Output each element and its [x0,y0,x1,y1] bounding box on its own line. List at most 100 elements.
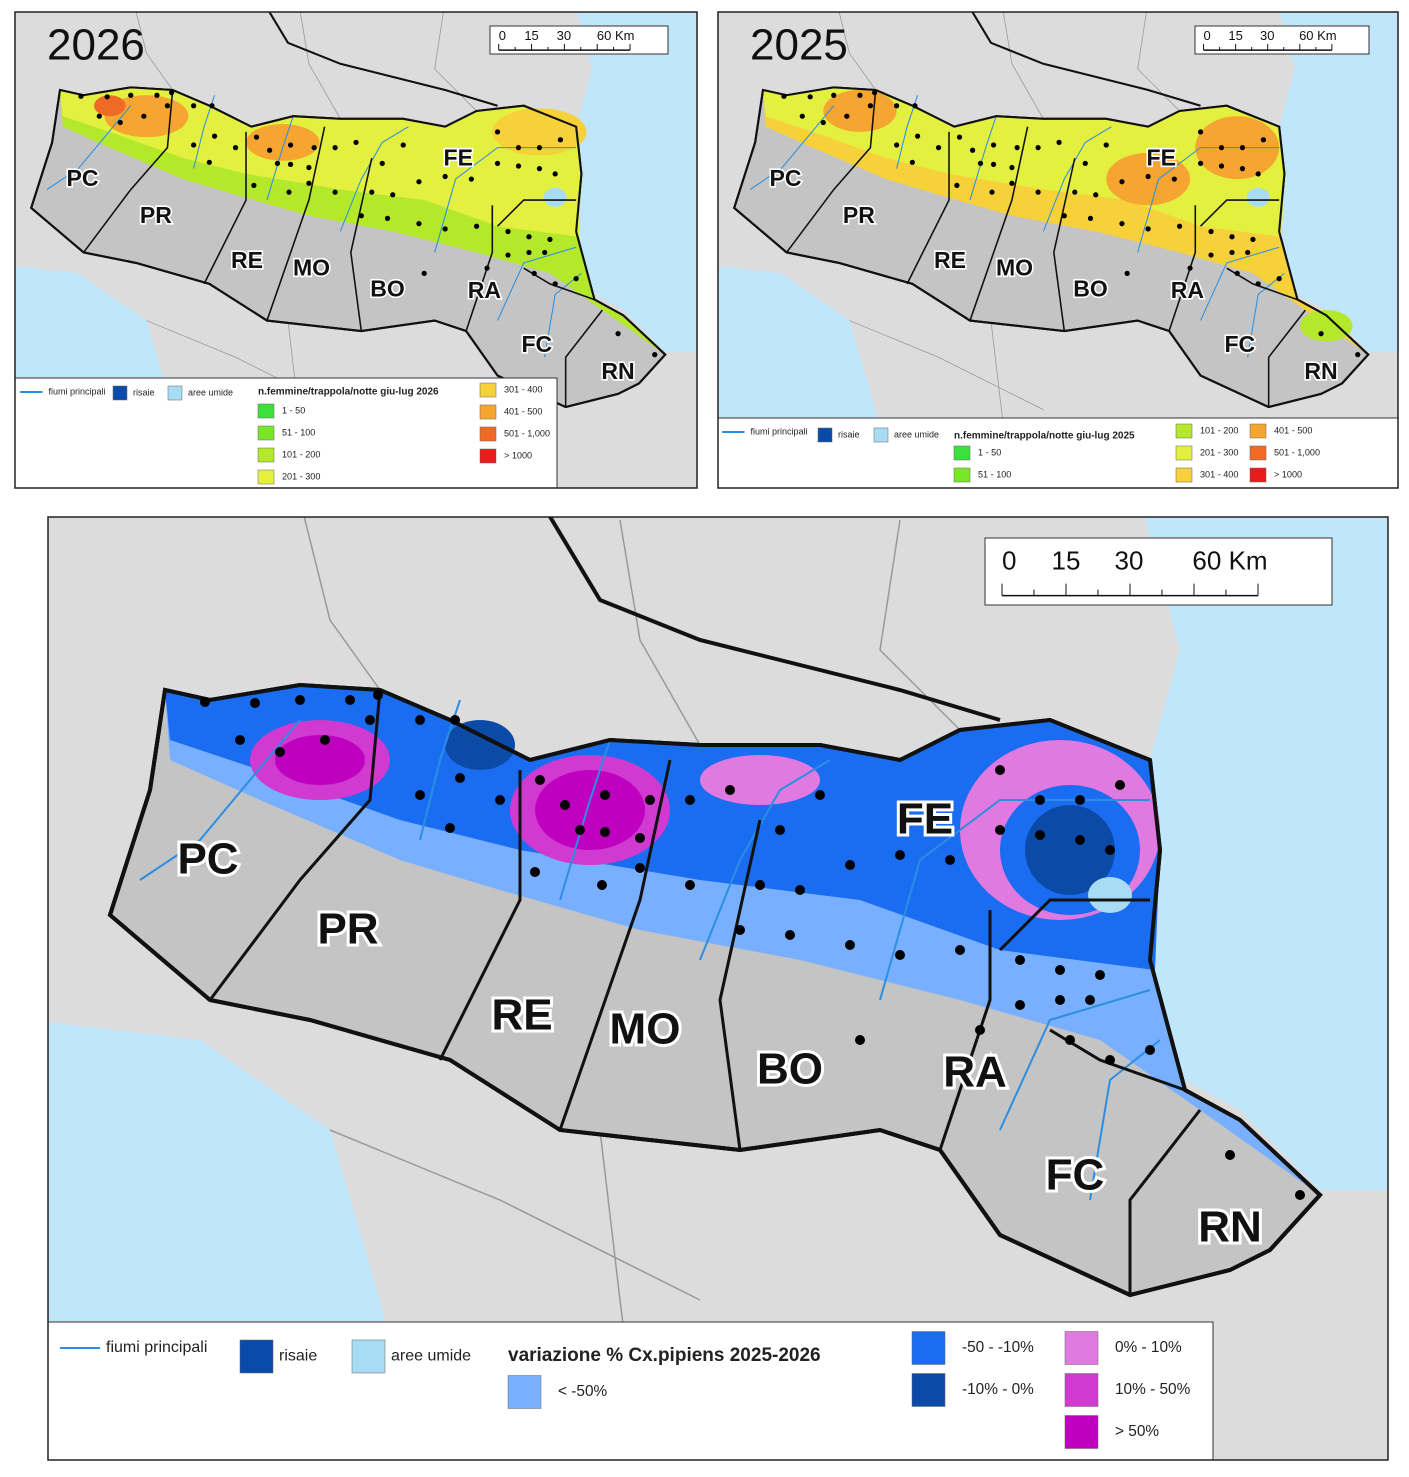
province-label: RE [491,991,552,1040]
legend-text: 1 - 50 [282,405,305,415]
trap-point [1105,845,1115,855]
trap-point [1208,228,1214,235]
trap-point [320,735,330,745]
trap-point [526,249,532,256]
legend-swatch [953,445,971,461]
trap-point [1218,145,1225,151]
trap-point [1115,780,1125,790]
river [999,989,1151,1131]
year-label: 2025 [750,21,848,70]
trap-point [1085,995,1095,1005]
map-content: PC PR RE MO BO FE RA FC RN [48,517,1388,1460]
province-label: FE [897,795,953,844]
trap-point [575,825,585,835]
trap-point [725,785,735,795]
trap-point [473,223,480,229]
wetland [1246,187,1270,207]
zone-blob [492,108,587,156]
trap-point [251,182,257,188]
trap-point [1145,226,1151,232]
trap-point [1255,171,1261,177]
legend-swatch [257,403,275,419]
sea [1279,12,1398,352]
province-border [564,309,603,408]
province-border [1128,1109,1202,1295]
trap-point [1176,223,1183,229]
trap-point [1009,164,1015,171]
trap-point [807,94,813,100]
trap-point [332,189,338,195]
trap-point [1171,176,1177,182]
trap-point [1255,281,1261,287]
trap-point [645,795,655,805]
legend-text: 1 - 50 [978,447,1001,457]
trap-point [1260,137,1267,143]
trap-point [442,173,448,180]
legend-swatch [257,447,275,463]
trap-point [1229,234,1235,240]
province-border [1199,199,1280,227]
trap-point [1239,145,1246,151]
trap-point [415,715,425,725]
trap-point [274,160,281,166]
legend-swatch [1249,423,1267,439]
trap-point [332,145,338,151]
legend-text: risaie [133,387,155,397]
trap-point [400,142,406,148]
trap-point [1072,189,1078,195]
trap-point [1014,145,1020,151]
legend-swatch [1064,1331,1099,1365]
trap-point [384,215,391,221]
province-label: RN [1198,1203,1262,1252]
trap-point [989,189,995,195]
trap-point [484,265,490,271]
legend-title: n.femmine/trappola/notte giu-lug 2026 [258,387,439,398]
scale-box [984,537,1333,606]
trap-point [450,715,460,725]
trap-point [775,825,785,835]
trap-point [306,164,312,171]
trap-point [295,695,305,705]
trap-point [536,145,543,151]
trap-point [635,833,645,843]
trap-point [1035,189,1041,195]
trap-point [128,92,134,98]
panel-border [47,516,1389,1461]
legend-text: 51 - 100 [282,427,315,437]
river [497,246,577,321]
legend-text: 101 - 200 [282,449,320,459]
province-border [82,89,174,253]
legend-text: -50 - -10% [962,1339,1034,1356]
legend-text: aree umide [391,1348,471,1365]
trap-point [935,145,942,151]
trap-point [1119,179,1125,185]
map-content: PC PR RE MO BO FE RA FC RN [15,12,697,488]
scale-label: 30 [1260,28,1274,43]
trap-point [232,145,239,151]
legend-swatch [1249,445,1267,461]
trap-point [1015,1000,1025,1010]
legend-text: < -50% [558,1383,608,1400]
river [544,272,582,358]
province-label: PC [67,165,99,191]
trap-point [505,252,511,258]
trap-point [815,790,825,800]
trap-point [154,92,160,98]
legend-swatch [479,404,497,420]
trap-point [191,103,197,109]
trap-point [311,145,317,151]
trap-point [1103,142,1109,148]
legend-swatch [351,1339,386,1374]
trap-point [956,134,963,140]
trap-point [1035,145,1041,151]
legend-text: 301 - 400 [504,384,542,394]
legend-swatch [257,425,275,441]
legend-swatch [1064,1415,1099,1449]
trap-point [557,137,564,143]
trap-point [287,161,294,168]
trap-point [845,940,855,950]
scale-label: 0 [1002,546,1016,576]
province-label: RA [943,1048,1007,1097]
province-label: BO [1073,275,1108,301]
legend-text: 101 - 200 [1200,425,1238,435]
